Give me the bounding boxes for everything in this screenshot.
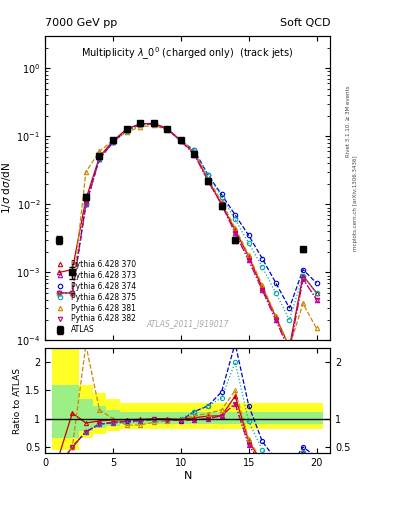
Text: 7000 GeV pp: 7000 GeV pp [45, 18, 118, 28]
Text: ATLAS_2011_I919017: ATLAS_2011_I919017 [147, 319, 229, 328]
Text: Multiplicity $\lambda\_0^0$ (charged only)  (track jets): Multiplicity $\lambda\_0^0$ (charged onl… [81, 45, 294, 61]
X-axis label: N: N [184, 471, 192, 481]
Text: mcplots.cern.ch [arXiv:1306.3436]: mcplots.cern.ch [arXiv:1306.3436] [353, 156, 358, 251]
Text: Rivet 3.1.10, ≥ 3M events: Rivet 3.1.10, ≥ 3M events [345, 86, 350, 157]
Text: Soft QCD: Soft QCD [280, 18, 330, 28]
Y-axis label: Ratio to ATLAS: Ratio to ATLAS [13, 368, 22, 434]
Y-axis label: 1/$\sigma$ d$\sigma$/dN: 1/$\sigma$ d$\sigma$/dN [0, 162, 13, 214]
Legend: Pythia 6.428 370, Pythia 6.428 373, Pythia 6.428 374, Pythia 6.428 375, Pythia 6: Pythia 6.428 370, Pythia 6.428 373, Pyth… [49, 258, 139, 337]
